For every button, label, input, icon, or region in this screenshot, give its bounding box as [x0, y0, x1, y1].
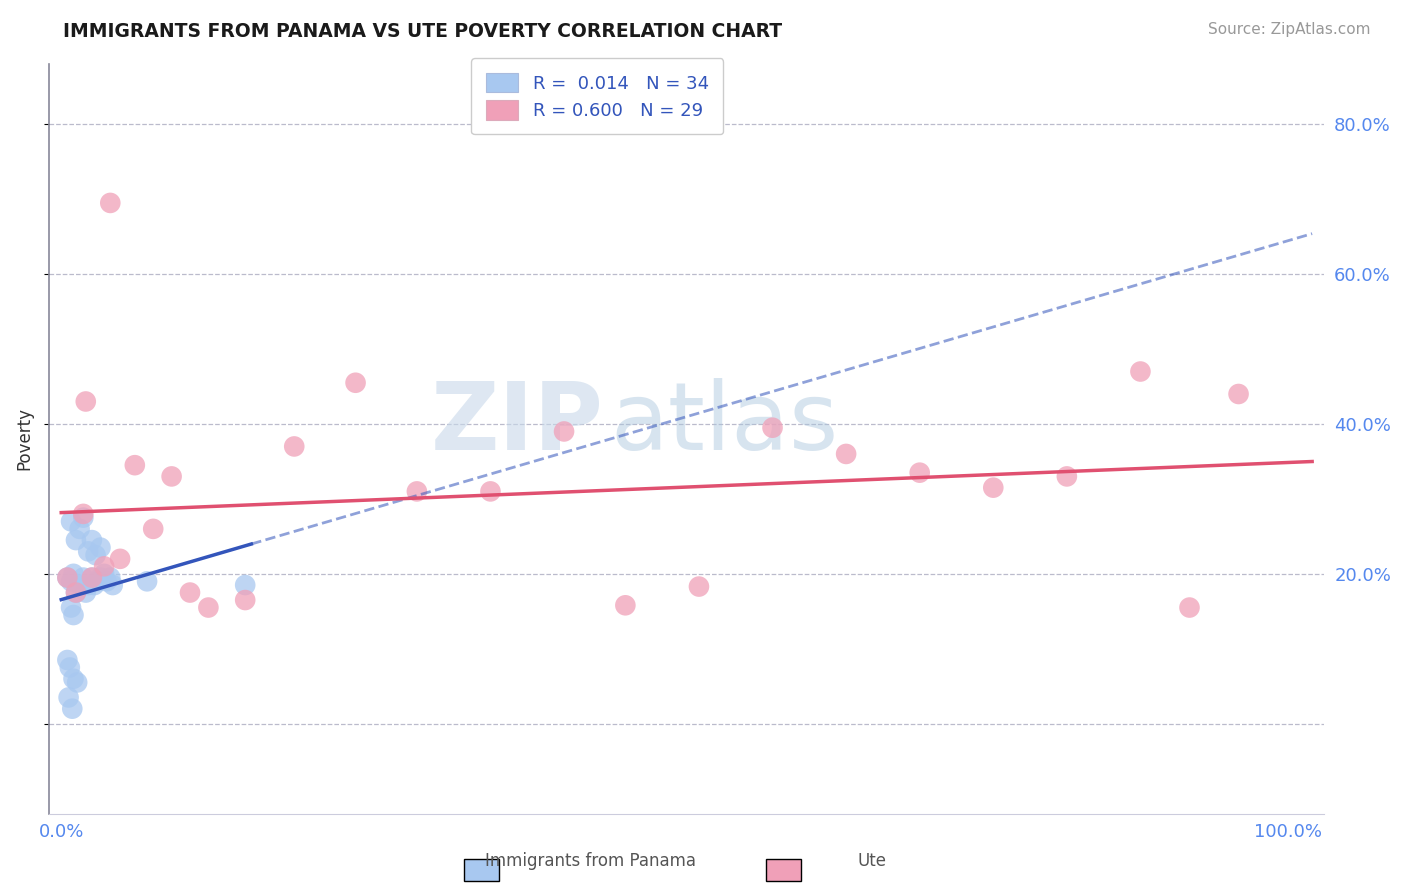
Point: [59, 660, 82, 674]
Text: Ute: Ute: [858, 852, 886, 870]
Point: [93, 559, 115, 574]
Point: [77, 578, 100, 592]
Point: [72, 507, 94, 521]
Point: [136, 574, 159, 589]
Point: [1227, 387, 1250, 401]
Point: [124, 458, 146, 473]
Text: Immigrants from Panama: Immigrants from Panama: [485, 852, 696, 870]
Point: [69, 522, 91, 536]
Point: [75, 394, 97, 409]
Point: [87, 574, 110, 589]
Point: [688, 580, 710, 594]
Point: [233, 578, 256, 592]
Y-axis label: Poverty: Poverty: [15, 408, 32, 470]
Text: atlas: atlas: [610, 378, 838, 470]
Point: [72, 571, 94, 585]
Point: [77, 544, 100, 558]
Point: [60, 600, 83, 615]
Point: [761, 421, 783, 435]
Point: [75, 585, 97, 599]
Point: [56, 653, 79, 667]
Point: [58, 690, 80, 705]
Point: [60, 515, 83, 529]
Point: [908, 466, 931, 480]
Point: [344, 376, 367, 390]
Text: ZIP: ZIP: [430, 378, 603, 470]
Point: [66, 675, 89, 690]
Point: [197, 600, 219, 615]
Point: [142, 522, 165, 536]
Text: IMMIGRANTS FROM PANAMA VS UTE POVERTY CORRELATION CHART: IMMIGRANTS FROM PANAMA VS UTE POVERTY CO…: [63, 22, 782, 41]
Point: [406, 484, 429, 499]
Point: [96, 574, 118, 589]
Point: [981, 481, 1004, 495]
Point: [69, 578, 91, 592]
Point: [479, 484, 502, 499]
Point: [93, 566, 115, 581]
Point: [60, 574, 83, 589]
Point: [62, 672, 84, 686]
Point: [553, 425, 575, 439]
Point: [160, 469, 183, 483]
Point: [65, 585, 87, 599]
Point: [1129, 364, 1152, 378]
Point: [89, 541, 111, 555]
Point: [108, 552, 131, 566]
Point: [65, 533, 87, 548]
Text: Source: ZipAtlas.com: Source: ZipAtlas.com: [1208, 22, 1371, 37]
Point: [233, 593, 256, 607]
Point: [80, 533, 103, 548]
Point: [80, 571, 103, 585]
Point: [283, 440, 305, 454]
Point: [98, 571, 121, 585]
Point: [84, 548, 107, 562]
Point: [1178, 600, 1201, 615]
Legend: R =  0.014   N = 34, R = 0.600   N = 29: R = 0.014 N = 34, R = 0.600 N = 29: [471, 58, 723, 134]
Point: [56, 571, 79, 585]
Point: [62, 566, 84, 581]
Point: [80, 571, 103, 585]
Point: [83, 578, 105, 592]
Point: [98, 195, 121, 210]
Point: [89, 571, 111, 585]
Point: [179, 585, 201, 599]
Point: [101, 578, 124, 592]
Point: [72, 510, 94, 524]
Point: [62, 608, 84, 623]
Point: [614, 599, 637, 613]
Point: [835, 447, 858, 461]
Point: [1056, 469, 1078, 483]
Point: [65, 585, 87, 599]
Point: [56, 571, 79, 585]
Point: [60, 702, 83, 716]
